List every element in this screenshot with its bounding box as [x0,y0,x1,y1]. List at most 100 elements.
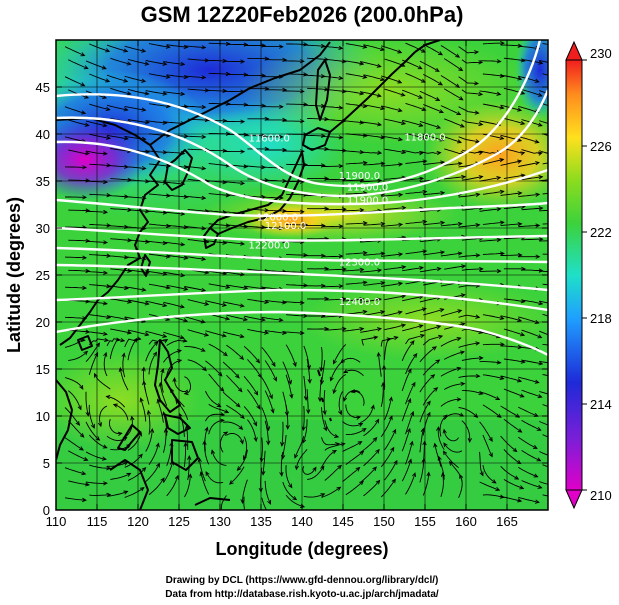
y-tick-label: 10 [36,409,50,424]
wind-streamline [64,106,86,114]
wind-streamline [187,58,209,61]
wind-streamline [539,209,548,212]
wind-arrowhead [299,179,305,184]
wind-arrowhead [419,176,425,181]
wind-arrowhead [118,366,123,373]
wind-streamline [458,106,479,114]
wind-streamline [243,406,257,426]
wind-arrowhead [499,220,505,225]
wind-streamline [321,360,326,384]
wind-streamline [89,494,111,496]
wind-streamline [247,419,257,442]
wind-arrowhead [409,440,414,446]
coastline-manchuria [149,41,331,146]
wind-arrowhead [433,387,439,392]
wind-streamline [286,163,308,166]
wind-streamline [461,420,471,442]
wind-arrowhead [496,413,502,418]
wind-arrowhead [152,351,158,357]
wind-streamline [163,61,185,65]
wind-arrowhead [439,137,445,142]
wind-arrowhead [303,252,309,258]
wind-arrowhead [82,195,88,200]
wind-arrowhead [375,418,380,424]
wind-arrowhead [332,359,337,365]
wind-streamline [205,270,227,275]
wind-arrowhead [201,256,207,262]
wind-streamline [380,336,398,347]
contour-12300 [56,288,548,312]
wind-arrowhead [162,302,168,308]
wind-streamline [503,388,524,398]
wind-streamline [539,360,548,364]
wind-arrowhead [204,270,210,275]
wind-arrowhead [478,175,484,180]
wind-arrowhead [499,189,505,194]
wind-arrowhead [397,108,403,113]
wind-streamline [324,268,346,271]
wind-streamline [363,419,379,437]
wind-arrowhead [340,442,346,447]
wind-arrowhead [105,394,111,400]
wind-streamline [282,331,304,334]
wind-arrowhead [478,91,484,97]
wind-streamline [500,44,522,47]
wind-arrowhead [155,442,160,448]
wind-streamline [444,148,465,154]
wind-arrowhead [372,466,377,472]
wind-streamline [402,324,423,332]
wind-arrowhead [475,222,481,228]
wind-streamline [482,158,504,165]
wind-arrowhead [456,337,462,342]
wind-streamline [307,148,329,150]
wind-streamline [175,400,189,421]
wind-arrowhead [362,133,368,138]
wind-streamline [443,413,464,420]
wind-streamline [500,495,522,502]
wind-arrowhead [289,393,294,399]
wind-streamline [170,388,185,408]
contour-label: 12200.0 [249,241,290,252]
wind-streamline [443,383,465,390]
wind-arrowhead [380,221,386,227]
wind-streamline [106,461,128,467]
wind-arrowhead [559,439,563,442]
wind-arrowhead [267,499,272,505]
wind-streamline [148,133,170,137]
wind-streamline [422,335,443,346]
wind-arrowhead [557,271,561,275]
wind-arrowhead [105,106,111,112]
wind-arrowhead [144,301,150,306]
wind-arrowhead [443,442,448,448]
wind-arrowhead [242,455,247,461]
coastline-hainan [77,335,93,351]
wind-streamline [461,89,483,95]
chart-title: GSM 12Z20Feb2026 (200.0hPa) [141,2,464,27]
wind-streamline [64,467,86,475]
x-tick-label: 160 [455,514,477,529]
wind-streamline [285,344,297,367]
x-tick-label: 125 [168,514,190,529]
wind-arrowhead [400,62,406,67]
wind-streamline [85,342,100,363]
wind-streamline [160,368,164,393]
wind-arrowhead [461,264,467,269]
wind-arrowhead [90,423,95,429]
wind-arrowhead [102,301,108,306]
wind-arrowhead [95,342,100,348]
wind-streamline [148,477,165,496]
wind-streamline [68,351,88,361]
wind-arrowhead [278,104,284,109]
colorbar-tick-label: 218 [590,311,612,326]
wind-arrowhead [278,74,284,79]
x-tick-label: 135 [250,514,272,529]
wind-streamline [518,193,540,198]
wind-arrowhead [144,61,150,66]
wind-streamline [440,45,460,58]
wind-arrowhead [299,89,305,94]
wind-arrowhead [379,76,385,82]
wind-streamline [200,472,210,495]
wind-streamline [127,338,138,361]
wind-streamline [281,421,284,446]
wind-streamline [402,149,423,154]
